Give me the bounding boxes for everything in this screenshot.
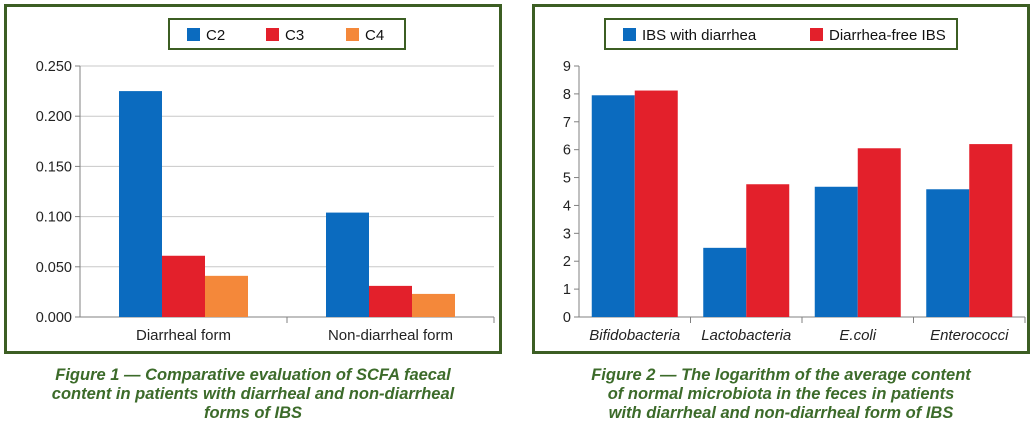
y-tick-label: 0.150 <box>36 159 72 175</box>
bar <box>326 212 369 317</box>
bar <box>205 275 248 317</box>
legend-swatch <box>623 28 636 41</box>
figure-2-caption-line: with diarrheal and non-diarrheal form of… <box>608 404 954 422</box>
legend-box <box>604 18 958 50</box>
legend-label: C4 <box>365 27 384 44</box>
legend-label: IBS with diarrhea <box>642 27 757 44</box>
figure-1-caption: Figure 1 — Comparative evaluation of SCF… <box>4 366 502 423</box>
bar <box>412 293 455 317</box>
bar <box>591 95 635 318</box>
legend-label: C3 <box>285 27 304 44</box>
bar <box>814 186 858 317</box>
chart-2-svg: 0 1 2 3 4 5 6 7 8 9 Bifidobacteria Lactobacteria E.c… <box>563 18 1026 344</box>
legend-label: C2 <box>206 27 225 44</box>
y-tick-label: 0.100 <box>36 210 72 226</box>
x-tick-label: Non-diarrheal form <box>328 327 453 344</box>
bar <box>857 148 901 317</box>
legend-swatch <box>266 28 279 41</box>
bar <box>119 91 162 317</box>
y-tick-label: 6 <box>563 143 571 159</box>
bar <box>703 247 747 317</box>
bar <box>162 255 205 317</box>
bar <box>634 90 678 317</box>
chart-2-panel: 0 1 2 3 4 5 6 7 8 9 Bifidobacteria Lactobacteria E.c… <box>532 4 1030 354</box>
legend-swatch <box>346 28 359 41</box>
legend-swatch <box>810 28 823 41</box>
y-tick-label: 7 <box>563 115 571 131</box>
x-tick-label: Diarrheal form <box>136 327 231 344</box>
figure-2-caption-line: Figure 2 — The logarithm of the average … <box>591 366 971 384</box>
bar <box>969 144 1013 317</box>
y-tick-label: 0.200 <box>36 109 72 125</box>
figure-2-caption: Figure 2 — The logarithm of the average … <box>532 366 1030 423</box>
y-tick-label: 0 <box>563 310 571 326</box>
legend-label: Diarrhea-free IBS <box>829 27 946 44</box>
figure-2-caption-line: of normal microbiota in the feces in pat… <box>607 385 955 403</box>
y-tick-label: 1 <box>563 282 571 298</box>
bar <box>369 285 412 317</box>
x-tick-label: Lactobacteria <box>701 327 791 344</box>
y-tick-label: 4 <box>563 198 571 214</box>
figure-1-caption-line: content in patients with diarrheal and n… <box>51 385 455 403</box>
y-tick-label: 5 <box>563 171 571 187</box>
y-tick-label: 3 <box>563 226 571 242</box>
y-tick-label: 2 <box>563 254 571 270</box>
y-tick-label: 0.050 <box>36 260 72 276</box>
figure-1-caption-line: Figure 1 — Comparative evaluation of SCF… <box>55 366 451 384</box>
y-tick-label: 0.250 <box>36 59 72 75</box>
legend-swatch <box>187 28 200 41</box>
chart-1-svg: 0.000 0.050 0.100 0.150 0.200 0.250 Diarrheal … <box>36 18 495 344</box>
x-tick-label: Enterococci <box>930 327 1009 344</box>
figure-1-caption-line: forms of IBS <box>203 404 303 422</box>
chart-1-panel: 0.000 0.050 0.100 0.150 0.200 0.250 Diarrheal … <box>4 4 502 354</box>
y-tick-label: 9 <box>563 59 571 75</box>
x-tick-label: E.coli <box>839 327 876 344</box>
bar <box>746 184 790 317</box>
legend-box <box>168 18 406 50</box>
y-tick-label: 8 <box>563 87 571 103</box>
y-tick-label: 0.000 <box>36 310 72 326</box>
bar <box>926 189 970 317</box>
x-tick-label: Bifidobacteria <box>589 327 680 344</box>
